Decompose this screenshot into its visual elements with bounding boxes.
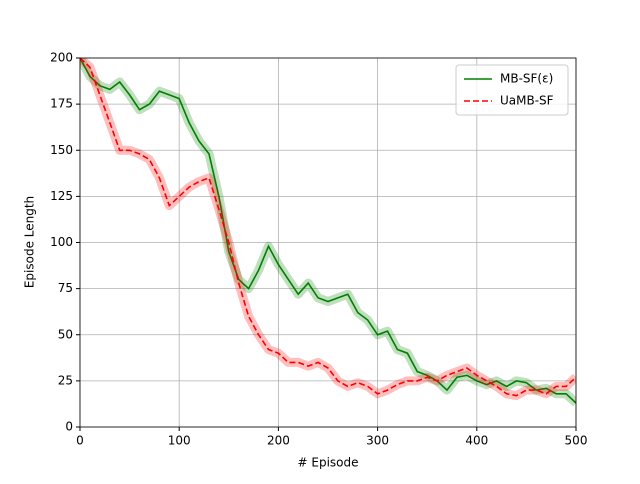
x-tick-label: 500 — [565, 434, 588, 448]
x-tick-label: 300 — [366, 434, 389, 448]
y-tick-label: 0 — [65, 420, 73, 434]
y-tick-label: 125 — [50, 189, 73, 203]
plot-area — [80, 58, 576, 407]
y-axis-label: Episode Length — [23, 196, 37, 288]
y-tick-label: 200 — [50, 51, 73, 65]
y-tick-label: 50 — [58, 327, 73, 341]
legend-box — [455, 64, 569, 116]
x-tick-label: 200 — [267, 434, 290, 448]
y-tick-label: 175 — [50, 97, 73, 111]
legend-label: MB-SF(ε) — [500, 72, 553, 86]
plot-frame — [79, 57, 577, 428]
x-tick-label: 0 — [76, 434, 84, 448]
x-tick-label: 400 — [465, 434, 488, 448]
y-tick-label: 150 — [50, 143, 73, 157]
series-line — [80, 58, 576, 397]
x-tick-label: 100 — [168, 434, 191, 448]
x-axis-label: # Episode — [298, 456, 359, 470]
y-tick-label: 25 — [58, 373, 73, 387]
series-line — [80, 58, 576, 404]
y-tick-label: 100 — [50, 235, 73, 249]
legend-label: UaMB-SF — [500, 94, 554, 108]
y-tick-label: 75 — [58, 281, 73, 295]
